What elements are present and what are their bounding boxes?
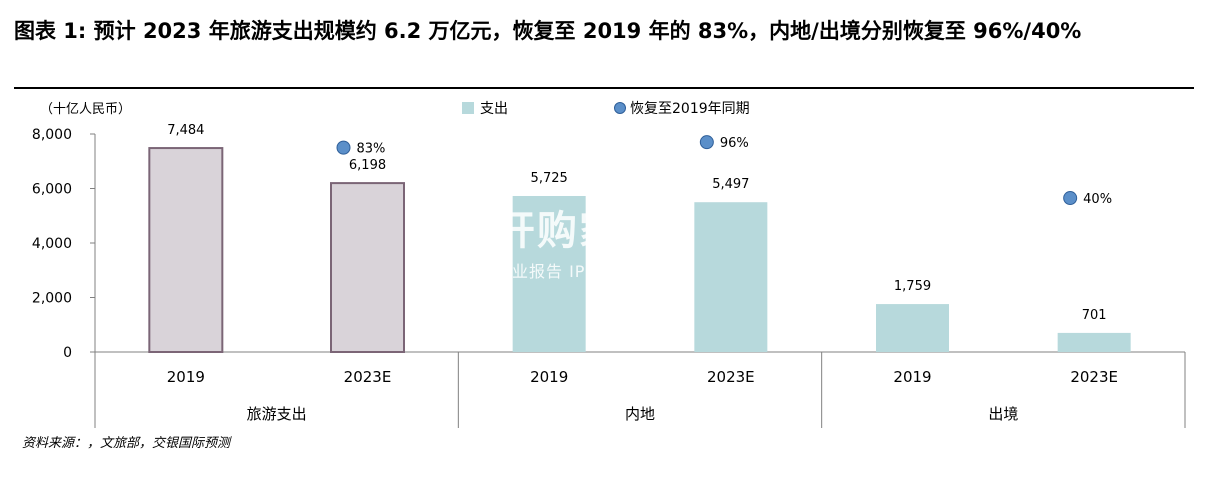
recovery-marker [699, 135, 714, 150]
y-tick-label: 0 [63, 345, 72, 361]
group-label: 出境 [988, 405, 1018, 423]
legend: 支出 恢复至2019年同期 [462, 100, 750, 117]
legend-marker-label: 恢复至2019年同期 [630, 100, 750, 117]
x-tick-label: 2023E [1070, 368, 1118, 386]
x-tick-label: 2019 [893, 368, 931, 386]
x-tick-label: 2019 [530, 368, 568, 386]
chart-title: 图表 1: 预计 2023 年旅游支出规模约 6.2 万亿元，恢复至 2019 … [14, 19, 1082, 43]
bar [512, 195, 586, 352]
bar [1057, 332, 1131, 352]
x-tick-label: 2019 [167, 368, 205, 386]
bar [148, 147, 224, 353]
legend-marker-swatch [614, 102, 626, 114]
group-label: 内地 [625, 405, 655, 423]
y-tick-label: 6,000 [32, 182, 72, 198]
unit-label: （十亿人民币） [40, 102, 131, 117]
y-tick-label: 2,000 [32, 291, 72, 307]
bar [876, 304, 949, 352]
y-tick-label: 4,000 [32, 236, 72, 252]
recovery-marker [336, 140, 351, 155]
title-rule [14, 87, 1194, 89]
bar-value-label: 5,725 [531, 171, 568, 186]
bar-value-label: 1,759 [894, 279, 931, 294]
group-label: 旅游支出 [247, 405, 307, 423]
bar-value-label: 5,497 [712, 177, 749, 192]
legend-bar-swatch [462, 102, 474, 114]
legend-bar-label: 支出 [480, 101, 508, 117]
recovery-label: 96% [720, 136, 749, 151]
bar-value-label: 6,198 [349, 158, 386, 173]
x-tick-label: 2023E [707, 368, 755, 386]
bar-value-label: 7,484 [167, 123, 204, 138]
source-note: 资料来源：，文旅部，交银国际预测 [22, 436, 231, 451]
recovery-marker [1063, 191, 1078, 206]
recovery-label: 83% [357, 142, 386, 157]
x-tick-label: 2023E [344, 368, 392, 386]
y-tick-label: 8,000 [32, 127, 72, 143]
bar-value-label: 701 [1082, 308, 1107, 323]
bar [694, 202, 768, 352]
bar [330, 182, 405, 353]
recovery-label: 40% [1083, 192, 1112, 207]
